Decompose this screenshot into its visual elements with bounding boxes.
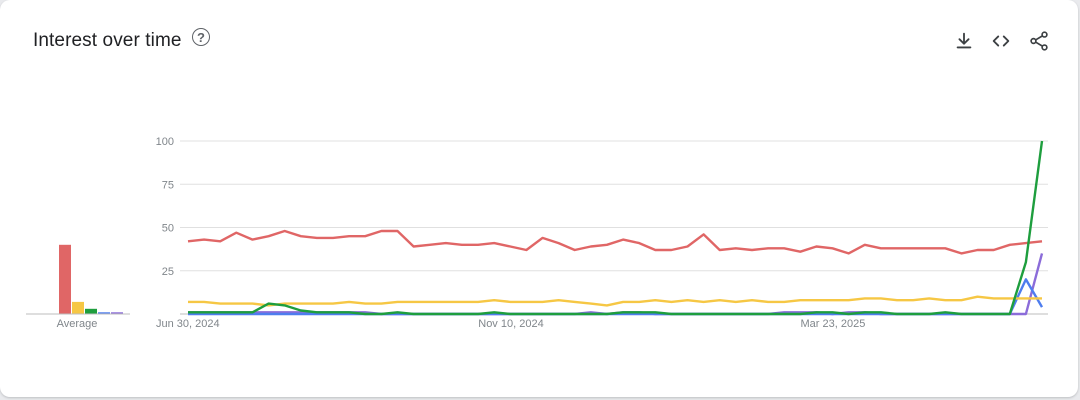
average-bar — [98, 312, 110, 314]
y-tick-label: 100 — [156, 136, 174, 148]
y-tick-label: 25 — [162, 266, 174, 278]
average-label: Average — [57, 318, 98, 330]
chart-series — [187, 140, 1044, 316]
average-bar — [85, 308, 97, 314]
share-icon[interactable] — [1028, 30, 1050, 52]
x-tick-label: Mar 23, 2025 — [801, 318, 866, 330]
average-bar — [72, 301, 84, 314]
download-icon[interactable] — [953, 30, 975, 52]
average-bar — [111, 312, 123, 314]
question-circle-icon[interactable]: ? — [192, 28, 210, 46]
series-line — [187, 229, 1043, 255]
series-line — [188, 278, 1044, 316]
chart-grid: 25 50 75 100 — [156, 136, 1048, 315]
average-bars: Average — [26, 244, 130, 330]
x-tick-label: Nov 10, 2024 — [478, 318, 543, 330]
code-embed-icon[interactable] — [990, 30, 1012, 52]
x-tick-label: Jun 30, 2024 — [156, 318, 220, 330]
series-line — [188, 253, 1044, 316]
x-axis: Jun 30, 2024 Nov 10, 2024 Mar 23, 2025 — [156, 318, 865, 330]
card-title: Interest over time — [33, 30, 182, 51]
average-bar — [59, 244, 71, 314]
y-tick-label: 50 — [162, 223, 174, 235]
series-line — [188, 295, 1042, 307]
y-tick-label: 75 — [162, 179, 174, 191]
series-line — [188, 140, 1044, 316]
